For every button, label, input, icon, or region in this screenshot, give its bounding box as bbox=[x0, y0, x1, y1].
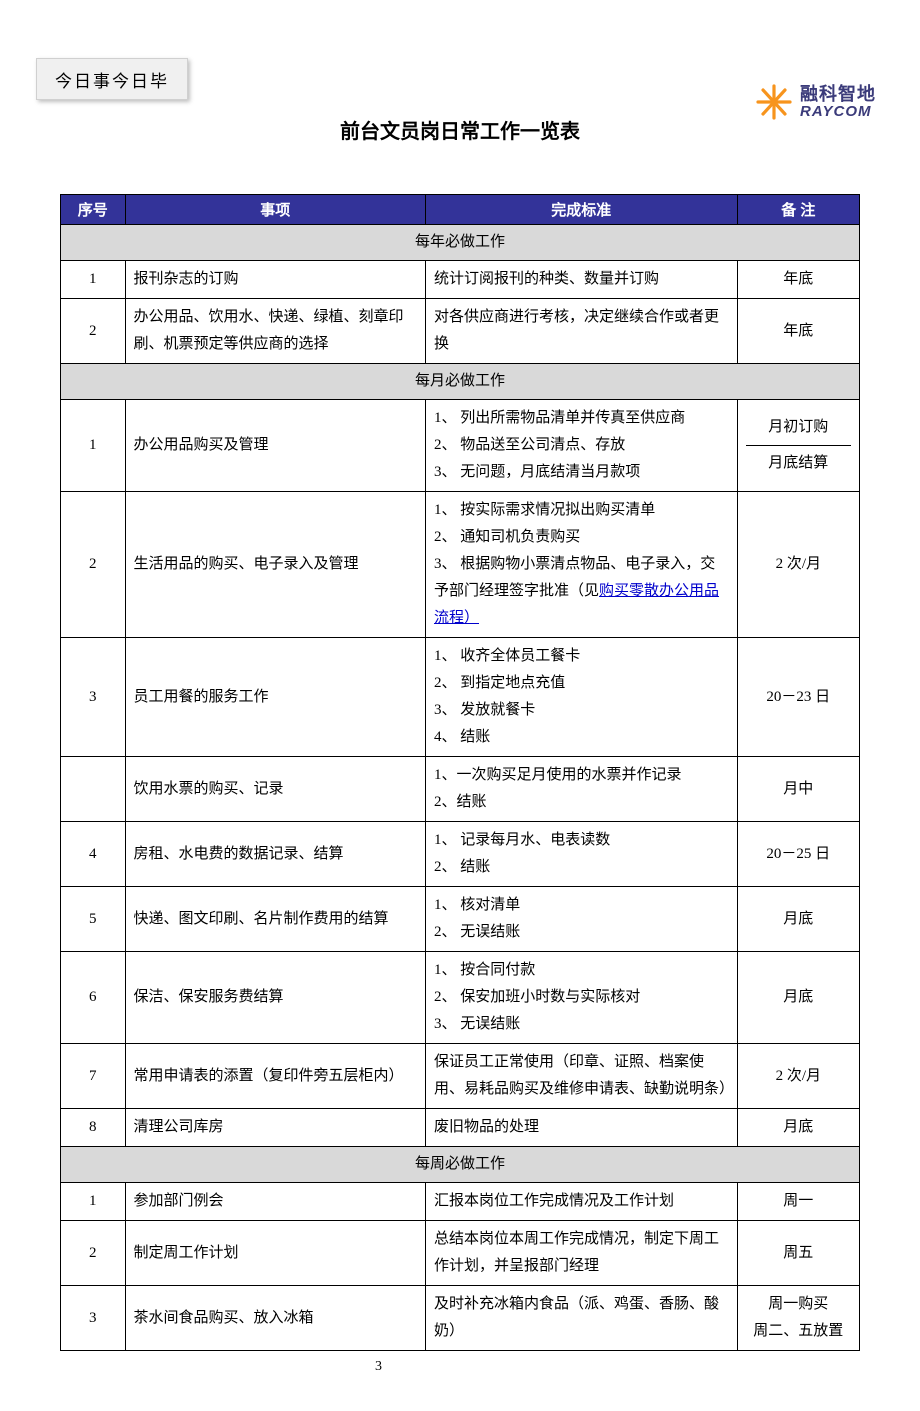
cell-note: 20－23 日 bbox=[737, 638, 859, 757]
cell-note: 月初订购月底结算 bbox=[737, 400, 859, 492]
section-heading-row: 每月必做工作 bbox=[61, 364, 860, 400]
section-heading: 每周必做工作 bbox=[61, 1147, 860, 1183]
cell-standard: 1、 核对清单2、 无误结账 bbox=[425, 887, 737, 952]
cell-num: 2 bbox=[61, 492, 126, 638]
col-num: 序号 bbox=[61, 195, 126, 225]
cell-note: 月底 bbox=[737, 1109, 859, 1147]
table-header: 序号 事项 完成标准 备 注 bbox=[61, 195, 860, 225]
section-heading: 每月必做工作 bbox=[61, 364, 860, 400]
logo-en: RAYCOM bbox=[800, 104, 876, 120]
cell-num: 2 bbox=[61, 299, 126, 364]
cell-standard: 1、 按实际需求情况拟出购买清单2、 通知司机负责购买3、 根据购物小票清点物品… bbox=[425, 492, 737, 638]
cell-num bbox=[61, 757, 126, 822]
cell-note: 月中 bbox=[737, 757, 859, 822]
cell-standard: 保证员工正常使用（印章、证照、档案使用、易耗品购买及维修申请表、缺勤说明条） bbox=[425, 1044, 737, 1109]
table-row: 2制定周工作计划总结本岗位本周工作完成情况，制定下周工作计划，并呈报部门经理周五 bbox=[61, 1221, 860, 1286]
cell-item: 茶水间食品购买、放入冰箱 bbox=[125, 1286, 425, 1351]
work-table: 序号 事项 完成标准 备 注 每年必做工作1报刊杂志的订购统计订阅报刊的种类、数… bbox=[60, 194, 860, 1351]
document-page: 今日事今日毕 融科智地 RAYCOM 前台文员岗日常工作一览表 bbox=[0, 0, 920, 1411]
cell-num: 1 bbox=[61, 261, 126, 299]
logo-mark-icon bbox=[754, 82, 794, 122]
cell-note: 周一 bbox=[737, 1183, 859, 1221]
page-number: 3 bbox=[375, 1359, 382, 1375]
cell-num: 7 bbox=[61, 1044, 126, 1109]
cell-item: 员工用餐的服务工作 bbox=[125, 638, 425, 757]
section-heading-row: 每年必做工作 bbox=[61, 225, 860, 261]
cell-item: 饮用水票的购买、记录 bbox=[125, 757, 425, 822]
cell-note: 周五 bbox=[737, 1221, 859, 1286]
table-row: 4房租、水电费的数据记录、结算1、 记录每月水、电表读数2、 结账20－25 日 bbox=[61, 822, 860, 887]
cell-item: 制定周工作计划 bbox=[125, 1221, 425, 1286]
cell-note: 年底 bbox=[737, 261, 859, 299]
cell-note: 年底 bbox=[737, 299, 859, 364]
table-row: 3茶水间食品购买、放入冰箱及时补充冰箱内食品（派、鸡蛋、香肠、酸奶）周一购买周二… bbox=[61, 1286, 860, 1351]
cell-note: 20－25 日 bbox=[737, 822, 859, 887]
cell-standard: 及时补充冰箱内食品（派、鸡蛋、香肠、酸奶） bbox=[425, 1286, 737, 1351]
table-row: 2生活用品的购买、电子录入及管理1、 按实际需求情况拟出购买清单2、 通知司机负… bbox=[61, 492, 860, 638]
table-row: 6保洁、保安服务费结算1、 按合同付款2、 保安加班小时数与实际核对3、 无误结… bbox=[61, 952, 860, 1044]
cell-item: 房租、水电费的数据记录、结算 bbox=[125, 822, 425, 887]
cell-item: 报刊杂志的订购 bbox=[125, 261, 425, 299]
cell-num: 3 bbox=[61, 1286, 126, 1351]
cell-item: 参加部门例会 bbox=[125, 1183, 425, 1221]
cell-note: 周一购买周二、五放置 bbox=[737, 1286, 859, 1351]
cell-standard: 总结本岗位本周工作完成情况，制定下周工作计划，并呈报部门经理 bbox=[425, 1221, 737, 1286]
cell-num: 6 bbox=[61, 952, 126, 1044]
cell-standard: 1、 记录每月水、电表读数2、 结账 bbox=[425, 822, 737, 887]
cell-standard: 1、 列出所需物品清单并传真至供应商2、 物品送至公司清点、存放3、 无问题，月… bbox=[425, 400, 737, 492]
table-row: 1报刊杂志的订购统计订阅报刊的种类、数量并订购年底 bbox=[61, 261, 860, 299]
page-title: 前台文员岗日常工作一览表 bbox=[60, 115, 860, 144]
col-standard: 完成标准 bbox=[425, 195, 737, 225]
table-row: 5快递、图文印刷、名片制作费用的结算1、 核对清单2、 无误结账月底 bbox=[61, 887, 860, 952]
motto-badge: 今日事今日毕 bbox=[36, 58, 188, 100]
cell-item: 清理公司库房 bbox=[125, 1109, 425, 1147]
cell-num: 3 bbox=[61, 638, 126, 757]
cell-item: 办公用品购买及管理 bbox=[125, 400, 425, 492]
table-row: 2办公用品、饮用水、快递、绿植、刻章印刷、机票预定等供应商的选择对各供应商进行考… bbox=[61, 299, 860, 364]
cell-item: 办公用品、饮用水、快递、绿植、刻章印刷、机票预定等供应商的选择 bbox=[125, 299, 425, 364]
col-item: 事项 bbox=[125, 195, 425, 225]
table-row: 7常用申请表的添置（复印件旁五层柜内）保证员工正常使用（印章、证照、档案使用、易… bbox=[61, 1044, 860, 1109]
cell-standard: 1、 收齐全体员工餐卡2、 到指定地点充值3、 发放就餐卡4、 结账 bbox=[425, 638, 737, 757]
logo-text: 融科智地 RAYCOM bbox=[800, 85, 876, 120]
cell-item: 保洁、保安服务费结算 bbox=[125, 952, 425, 1044]
cell-standard: 废旧物品的处理 bbox=[425, 1109, 737, 1147]
cell-standard: 1、 按合同付款2、 保安加班小时数与实际核对3、 无误结账 bbox=[425, 952, 737, 1044]
table-row: 饮用水票的购买、记录1、一次购买足月使用的水票并作记录2、结账月中 bbox=[61, 757, 860, 822]
logo-cn: 融科智地 bbox=[800, 85, 876, 104]
cell-standard: 对各供应商进行考核，决定继续合作或者更换 bbox=[425, 299, 737, 364]
cell-standard: 汇报本岗位工作完成情况及工作计划 bbox=[425, 1183, 737, 1221]
cell-standard: 1、一次购买足月使用的水票并作记录2、结账 bbox=[425, 757, 737, 822]
process-link[interactable]: 购买零散办公用品流程） bbox=[434, 583, 719, 626]
table-body: 每年必做工作1报刊杂志的订购统计订阅报刊的种类、数量并订购年底2办公用品、饮用水… bbox=[61, 225, 860, 1351]
cell-item: 常用申请表的添置（复印件旁五层柜内） bbox=[125, 1044, 425, 1109]
company-logo: 融科智地 RAYCOM bbox=[754, 82, 876, 122]
col-note: 备 注 bbox=[737, 195, 859, 225]
table-row: 1办公用品购买及管理1、 列出所需物品清单并传真至供应商2、 物品送至公司清点、… bbox=[61, 400, 860, 492]
cell-num: 1 bbox=[61, 400, 126, 492]
cell-num: 5 bbox=[61, 887, 126, 952]
cell-standard: 统计订阅报刊的种类、数量并订购 bbox=[425, 261, 737, 299]
cell-note: 2 次/月 bbox=[737, 1044, 859, 1109]
table-row: 8清理公司库房废旧物品的处理月底 bbox=[61, 1109, 860, 1147]
cell-num: 2 bbox=[61, 1221, 126, 1286]
cell-num: 4 bbox=[61, 822, 126, 887]
section-heading-row: 每周必做工作 bbox=[61, 1147, 860, 1183]
table-row: 1参加部门例会汇报本岗位工作完成情况及工作计划周一 bbox=[61, 1183, 860, 1221]
section-heading: 每年必做工作 bbox=[61, 225, 860, 261]
cell-num: 1 bbox=[61, 1183, 126, 1221]
cell-note: 月底 bbox=[737, 952, 859, 1044]
motto-text: 今日事今日毕 bbox=[55, 67, 169, 92]
table-row: 3员工用餐的服务工作1、 收齐全体员工餐卡2、 到指定地点充值3、 发放就餐卡4… bbox=[61, 638, 860, 757]
cell-note: 2 次/月 bbox=[737, 492, 859, 638]
cell-item: 生活用品的购买、电子录入及管理 bbox=[125, 492, 425, 638]
cell-num: 8 bbox=[61, 1109, 126, 1147]
cell-note: 月底 bbox=[737, 887, 859, 952]
cell-item: 快递、图文印刷、名片制作费用的结算 bbox=[125, 887, 425, 952]
